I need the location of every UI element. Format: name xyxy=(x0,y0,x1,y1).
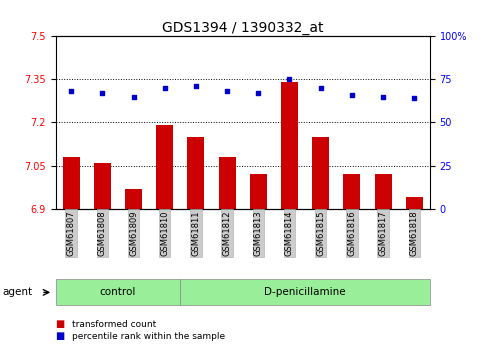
Bar xyxy=(218,157,236,209)
Point xyxy=(223,89,231,94)
Bar xyxy=(343,174,360,209)
Bar xyxy=(250,174,267,209)
Point xyxy=(379,94,387,99)
Point xyxy=(317,85,325,91)
Text: ■: ■ xyxy=(56,319,65,329)
Text: GSM61815: GSM61815 xyxy=(316,210,325,256)
Point xyxy=(161,85,169,91)
Text: GSM61812: GSM61812 xyxy=(223,210,232,256)
Text: GSM61813: GSM61813 xyxy=(254,210,263,256)
Point xyxy=(348,92,356,98)
Bar xyxy=(63,157,80,209)
Text: GSM61808: GSM61808 xyxy=(98,210,107,256)
Text: agent: agent xyxy=(2,287,32,297)
Point xyxy=(67,89,75,94)
Point xyxy=(129,94,137,99)
Point xyxy=(255,90,262,96)
Point xyxy=(99,90,106,96)
Bar xyxy=(125,189,142,209)
Text: GSM61807: GSM61807 xyxy=(67,210,76,256)
Bar xyxy=(312,137,329,209)
Bar xyxy=(406,197,423,209)
Text: percentile rank within the sample: percentile rank within the sample xyxy=(72,332,226,341)
Title: GDS1394 / 1390332_at: GDS1394 / 1390332_at xyxy=(162,21,324,35)
Bar xyxy=(156,125,173,209)
Bar xyxy=(94,163,111,209)
Point xyxy=(192,83,200,89)
Text: transformed count: transformed count xyxy=(72,320,156,329)
Text: control: control xyxy=(100,287,136,297)
Text: GSM61814: GSM61814 xyxy=(285,210,294,256)
Bar xyxy=(374,174,392,209)
Text: ■: ■ xyxy=(56,332,65,341)
Text: GSM61817: GSM61817 xyxy=(379,210,387,256)
Point xyxy=(285,77,293,82)
Text: GSM61811: GSM61811 xyxy=(191,210,200,256)
Bar xyxy=(281,82,298,209)
Text: GSM61810: GSM61810 xyxy=(160,210,169,256)
Text: D-penicillamine: D-penicillamine xyxy=(264,287,346,297)
Text: GSM61818: GSM61818 xyxy=(410,210,419,256)
Text: GSM61809: GSM61809 xyxy=(129,210,138,256)
Bar xyxy=(187,137,204,209)
Point xyxy=(411,96,418,101)
Text: GSM61816: GSM61816 xyxy=(347,210,356,256)
